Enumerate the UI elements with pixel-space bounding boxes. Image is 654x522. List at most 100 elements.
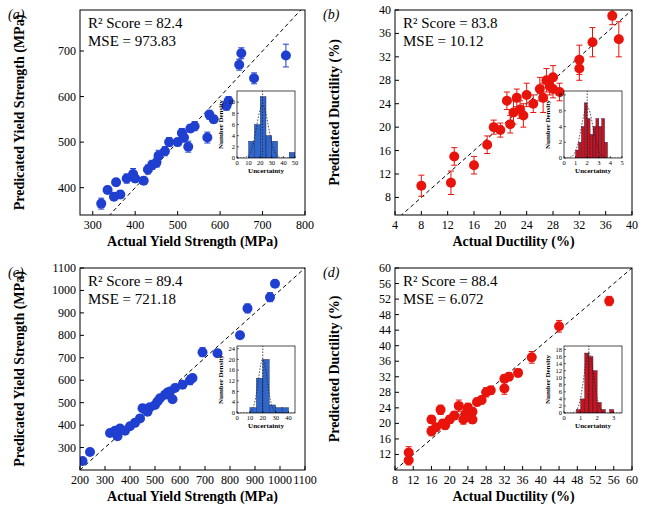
inset: 0123024681012141618UncertaintyNumber Den… — [544, 346, 622, 430]
error-bar-cap — [543, 68, 549, 69]
y-tick-label: 32 — [379, 50, 391, 64]
error-bar-cap — [406, 446, 412, 447]
point — [449, 151, 459, 161]
y-tick — [80, 380, 84, 381]
y-tick-label: 300 — [58, 441, 76, 455]
inset-frame — [564, 91, 622, 158]
y-axis-label: Predicated Yield Strength (MPa) — [12, 14, 28, 210]
error-bar-cap — [451, 147, 457, 148]
inset-y-tick — [237, 359, 239, 360]
point — [495, 125, 505, 135]
y-tick-label: 40 — [379, 339, 391, 353]
inset-x-tick — [575, 156, 576, 158]
point — [518, 110, 528, 120]
x-tick-label: 1100 — [293, 473, 317, 487]
point — [85, 447, 95, 457]
error-bar-cap — [514, 89, 520, 90]
inset-y-tick-label: 8 — [232, 388, 235, 395]
x-tick — [613, 466, 614, 470]
error-bar-cap — [590, 27, 596, 28]
x-tick — [421, 211, 422, 215]
y-tick — [395, 454, 399, 455]
x-tick — [467, 466, 468, 470]
point — [436, 405, 446, 415]
mean-line — [262, 91, 263, 158]
annotation: R² Score = 82.4 — [88, 15, 183, 31]
error-bar-cap — [524, 83, 530, 84]
inset-frame — [564, 346, 622, 413]
y-tick-label: 900 — [58, 306, 76, 320]
error-bar-cap — [236, 70, 242, 71]
y-tick-label: 36 — [379, 26, 391, 40]
inset-x-tick-label: 5 — [620, 159, 623, 166]
inset-x-tick — [597, 411, 598, 413]
x-tick-label: 16 — [425, 473, 437, 487]
point — [168, 394, 178, 404]
point — [80, 456, 88, 466]
histogram-bar — [581, 126, 584, 158]
x-tick-label: 28 — [480, 473, 492, 487]
inset-x-tick-label: 0 — [562, 159, 565, 166]
x-tick — [135, 211, 136, 215]
x-tick-label: 40 — [535, 473, 547, 487]
inset-y-tick — [237, 113, 239, 114]
error-bar-cap — [456, 400, 462, 401]
inset-y-tick-label: 8 — [559, 381, 562, 388]
y-axis-label: Predicated Yield Strength (MPa) — [12, 271, 28, 467]
x-tick-label: 200 — [71, 473, 89, 487]
point — [281, 51, 291, 61]
inset-x-tick — [610, 156, 611, 158]
y-tick — [395, 127, 399, 128]
inset-y-tick — [564, 142, 566, 143]
error-bar-cap — [616, 21, 622, 22]
identity-line — [395, 268, 632, 470]
inset-y-tick — [237, 413, 239, 414]
histogram-bar — [585, 353, 589, 413]
fit-curve — [237, 105, 295, 158]
inset-y-tick-label: 18 — [556, 346, 563, 353]
inset-x-tick-label: 20 — [257, 159, 264, 166]
inset-plot — [237, 346, 295, 413]
error-bar-cap — [448, 194, 454, 195]
inset-y-tick-label: 10 — [556, 374, 563, 381]
inset-x-tick — [275, 411, 276, 413]
y-tick — [395, 345, 399, 346]
inset-y-tick-label: 0 — [559, 154, 562, 161]
histogram-bar — [597, 402, 601, 413]
x-tick — [447, 211, 448, 215]
x-tick-label: 16 — [468, 218, 480, 232]
point — [190, 121, 200, 131]
annotation: MSE = 10.12 — [403, 33, 484, 49]
y-tick-label: 700 — [58, 44, 76, 58]
inset-y-tick — [564, 405, 566, 406]
y-tick-label: 24 — [379, 97, 391, 111]
x-tick-label: 36 — [517, 473, 529, 487]
point — [270, 279, 280, 289]
y-tick-label: 400 — [58, 181, 76, 195]
inset-y-tick — [237, 102, 239, 103]
inset-x-tick — [598, 156, 599, 158]
y-tick-label: 500 — [58, 396, 76, 410]
inset-x-tick-label: 3 — [612, 414, 615, 421]
x-tick-label: 56 — [608, 473, 620, 487]
inset-x-tick-label: 30 — [269, 159, 276, 166]
inset-y-tick — [237, 348, 239, 349]
point — [604, 296, 614, 306]
error-bar-cap — [418, 196, 424, 197]
inset-x-tick — [580, 411, 581, 413]
inset-x-tick — [283, 156, 284, 158]
error-bar-cap — [98, 198, 104, 199]
point — [502, 96, 512, 106]
y-tick-label: 16 — [379, 144, 391, 158]
error-bar-cap — [529, 363, 535, 364]
annotation: R² Score = 88.4 — [403, 273, 498, 289]
y-tick — [80, 268, 84, 269]
histogram-bar — [282, 408, 288, 413]
x-tick — [155, 466, 156, 470]
inset: 01020304004812162024UncertaintyNumber De… — [217, 345, 295, 430]
point — [522, 90, 532, 100]
x-tick — [280, 466, 281, 470]
y-tick — [395, 174, 399, 175]
x-tick-label: 20 — [494, 218, 506, 232]
x-tick — [395, 211, 396, 215]
